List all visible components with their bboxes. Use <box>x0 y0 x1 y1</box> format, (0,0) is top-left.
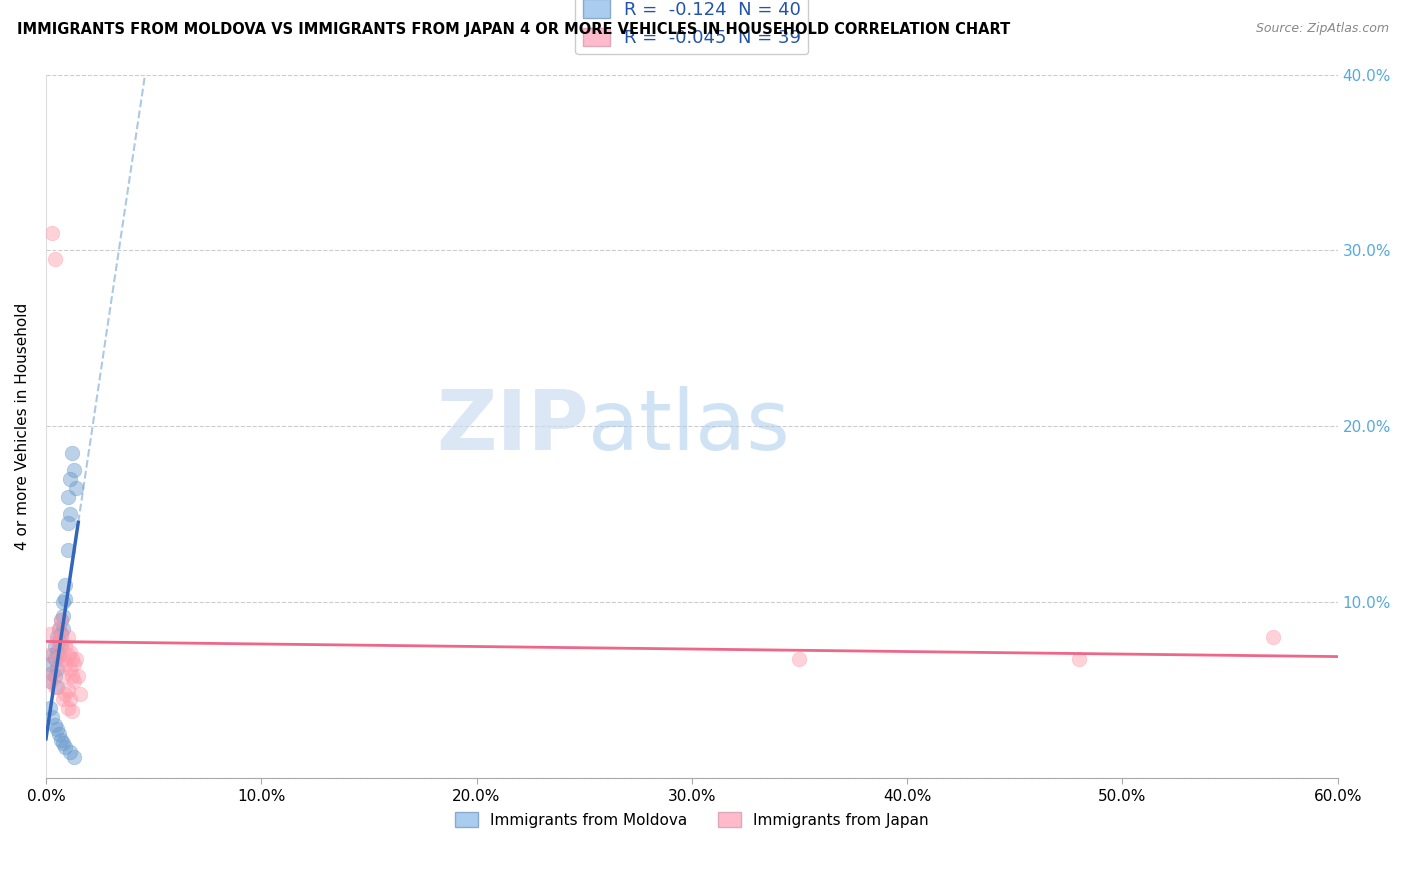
Point <box>56 490 79 504</box>
Point <box>48 634 70 648</box>
Point <box>45 644 67 658</box>
Point <box>59 745 82 759</box>
Point <box>63 463 86 477</box>
Legend: Immigrants from Moldova, Immigrants from Japan: Immigrants from Moldova, Immigrants from… <box>449 805 935 834</box>
Point <box>44 640 66 654</box>
Point <box>48 648 70 662</box>
Point <box>45 634 67 648</box>
Point <box>52 651 75 665</box>
Point <box>1261 631 1284 645</box>
Point <box>52 669 75 683</box>
Point <box>45 662 67 676</box>
Point <box>69 687 91 701</box>
Point <box>63 674 86 689</box>
Point <box>56 516 79 530</box>
Y-axis label: 4 or more Vehicles in Household: 4 or more Vehicles in Household <box>15 302 30 550</box>
Point <box>48 727 70 741</box>
Point <box>60 705 83 719</box>
Point <box>52 609 75 624</box>
Point <box>56 701 79 715</box>
Point <box>67 669 90 683</box>
Point <box>41 665 63 680</box>
Point <box>49 640 72 654</box>
Point <box>45 680 67 694</box>
Point <box>59 692 82 706</box>
Point <box>63 750 86 764</box>
Point <box>45 651 67 665</box>
Point <box>52 692 75 706</box>
Point <box>49 613 72 627</box>
Point <box>53 591 76 606</box>
Point <box>48 622 70 636</box>
Point <box>49 732 72 747</box>
Point <box>56 542 79 557</box>
Point <box>53 739 76 754</box>
Point <box>52 595 75 609</box>
Point <box>45 631 67 645</box>
Point <box>53 657 76 671</box>
Point <box>65 651 87 665</box>
Point <box>41 709 63 723</box>
Text: IMMIGRANTS FROM MOLDOVA VS IMMIGRANTS FROM JAPAN 4 OR MORE VEHICLES IN HOUSEHOLD: IMMIGRANTS FROM MOLDOVA VS IMMIGRANTS FR… <box>17 22 1010 37</box>
Point <box>56 683 79 698</box>
Point <box>63 657 86 671</box>
Point <box>44 680 66 694</box>
Text: Source: ZipAtlas.com: Source: ZipAtlas.com <box>1256 22 1389 36</box>
Point <box>65 481 87 495</box>
Point <box>59 662 82 676</box>
Point <box>48 640 70 654</box>
Point <box>53 640 76 654</box>
Text: ZIP: ZIP <box>436 386 589 467</box>
Point <box>59 508 82 522</box>
Point <box>39 701 62 715</box>
Point <box>1069 651 1091 665</box>
Point <box>37 648 59 662</box>
Point <box>56 648 79 662</box>
Point <box>48 622 70 636</box>
Point <box>41 665 63 680</box>
Point <box>52 622 75 636</box>
Point <box>59 644 82 658</box>
Point <box>41 648 63 662</box>
Point <box>56 631 79 645</box>
Point <box>60 446 83 460</box>
Point <box>44 669 66 683</box>
Point <box>60 651 83 665</box>
Point <box>49 613 72 627</box>
Point <box>41 226 63 240</box>
Point <box>44 252 66 267</box>
Point <box>59 472 82 486</box>
Point <box>53 687 76 701</box>
Point <box>39 674 62 689</box>
Text: atlas: atlas <box>589 386 790 467</box>
Point <box>45 722 67 736</box>
Point <box>52 736 75 750</box>
Point <box>39 674 62 689</box>
Point <box>44 718 66 732</box>
Point <box>39 627 62 641</box>
Point <box>44 651 66 665</box>
Point <box>60 669 83 683</box>
Point <box>789 651 811 665</box>
Point <box>49 627 72 641</box>
Point <box>49 631 72 645</box>
Point <box>53 577 76 591</box>
Point <box>39 657 62 671</box>
